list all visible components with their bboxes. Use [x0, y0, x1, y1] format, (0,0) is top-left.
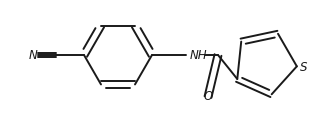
Text: S: S — [300, 60, 307, 73]
Text: NH: NH — [190, 49, 208, 62]
Text: O: O — [203, 89, 213, 102]
Text: N: N — [28, 49, 37, 62]
